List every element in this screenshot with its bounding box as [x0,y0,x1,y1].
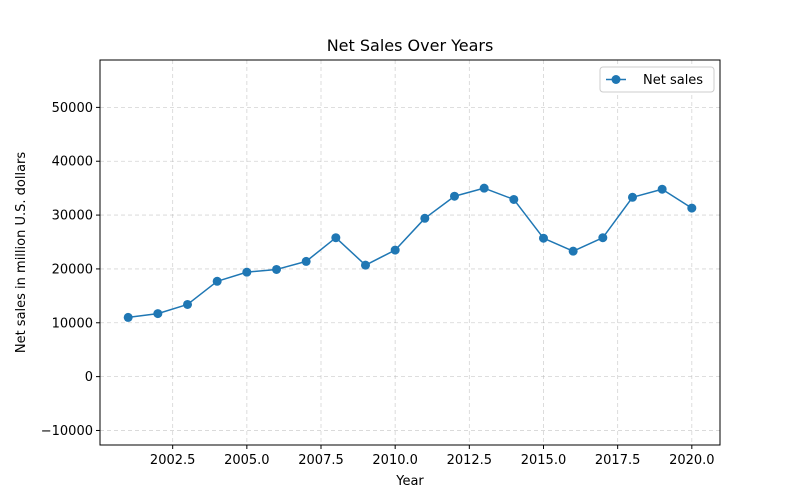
x-tick-label: 2012.5 [447,453,493,468]
series-layer [123,183,697,322]
legend-box [599,66,715,93]
data-point [212,276,222,286]
data-point [598,233,608,243]
data-point [538,233,548,243]
data-point [449,191,459,201]
legend: Net sales [599,66,715,93]
data-point [687,203,697,213]
x-tick-label: 2005.0 [224,453,270,468]
x-tick-label: 2020.0 [669,453,715,468]
data-point [390,245,400,255]
plot-frame [99,59,721,446]
data-point [153,309,163,319]
data-point [657,184,667,194]
series-line-net-sales [128,187,693,319]
data-point [123,312,133,322]
y-tick-label: 30000 [52,209,93,224]
x-axis-label: Year [395,474,424,489]
data-point [242,267,252,277]
x-tick-label: 2007.5 [298,453,344,468]
x-axis-ticks: 2002.5 2005.0 2007.5 2010.0 2012.5 2015.0 2017… [150,445,715,468]
data-point [361,260,371,270]
legend-marker-swatch [611,75,621,84]
data-point [479,183,489,193]
x-tick-label: 2015.0 [521,453,567,468]
y-tick-label: 40000 [52,155,93,170]
legend-label-net-sales: Net sales [643,73,703,88]
y-tick-label: −10000 [41,424,93,439]
y-axis-ticks: −10000 0 10000 20000 30000 40000 50000 [41,101,100,439]
data-point [627,192,637,202]
data-point [272,264,282,274]
y-axis-label: Net sales in million U.S. dollars [14,152,29,354]
data-point [568,246,578,256]
data-point [331,233,341,243]
y-tick-label: 0 [85,370,93,385]
chart-title: Net Sales Over Years [327,36,494,55]
data-point [301,256,311,266]
x-tick-label: 2017.5 [595,453,641,468]
y-tick-label: 50000 [52,101,93,116]
data-point [183,299,193,309]
y-tick-label: 20000 [52,262,93,277]
x-tick-label: 2002.5 [150,453,196,468]
y-tick-label: 10000 [52,316,93,331]
data-point [420,213,430,223]
data-point [509,194,519,204]
x-tick-label: 2010.0 [372,453,418,468]
